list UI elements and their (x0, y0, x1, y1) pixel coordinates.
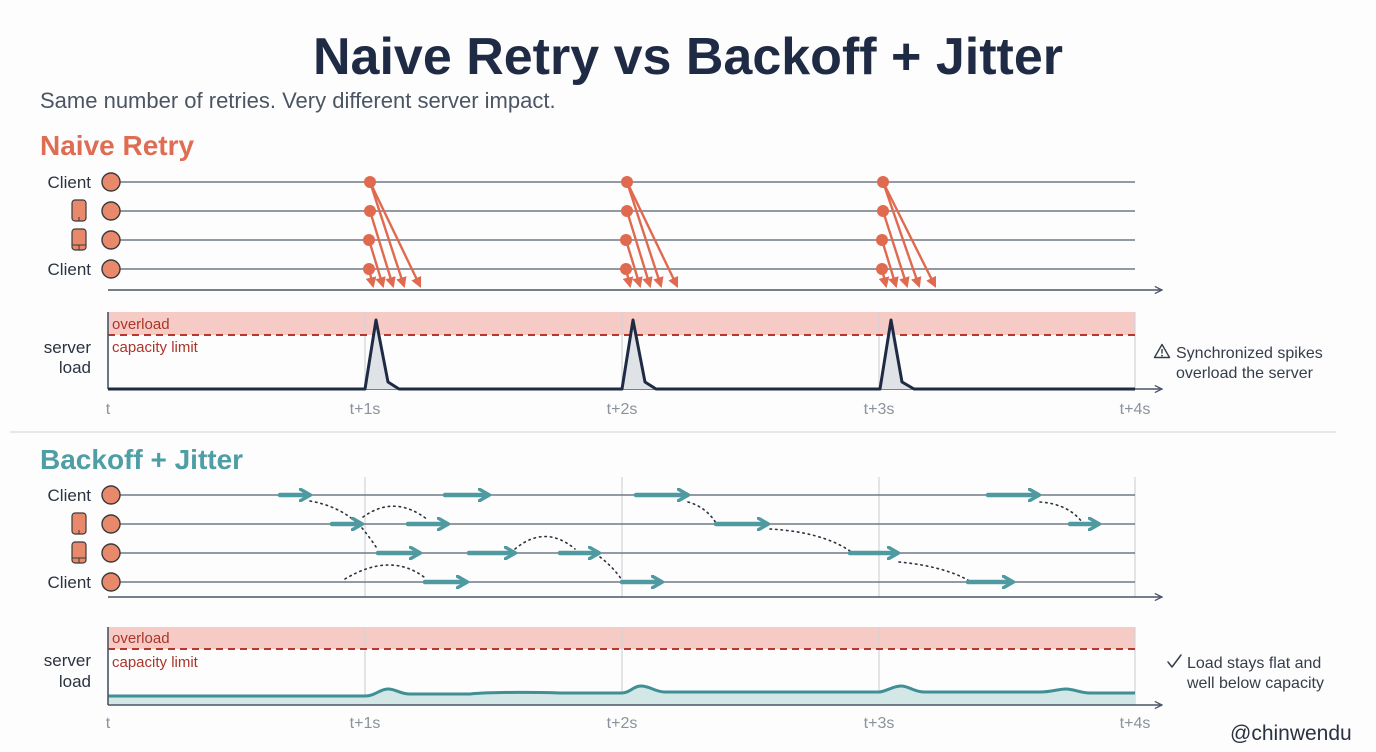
tablet-icon (71, 541, 87, 564)
client-node (101, 172, 121, 192)
client-node (101, 572, 121, 592)
retry-burst-t1 (363, 176, 422, 289)
y-axis-label: server (44, 651, 92, 670)
client-label: Client (48, 260, 92, 279)
client-node (101, 201, 121, 221)
phone-icon (71, 199, 87, 222)
client-label: Client (48, 486, 92, 505)
tick-label: t+4s (1120, 715, 1151, 732)
annotation-line: Load stays flat and (1187, 655, 1321, 672)
backoff-heading: Backoff + Jitter (40, 444, 243, 475)
tick-label: t (106, 715, 111, 732)
client-node (101, 514, 121, 534)
client-node (101, 230, 121, 250)
naive-annotation: Synchronized spikes overload the server (1153, 343, 1323, 382)
tick-label: t+3s (864, 715, 895, 732)
y-axis-label: load (59, 672, 91, 691)
load-spike-line (108, 318, 1135, 391)
tick-label: t+2s (607, 401, 638, 418)
page-subtitle: Same number of retries. Very different s… (40, 88, 556, 113)
tick-label: t+2s (607, 715, 638, 732)
author-credit: @chinwendu (1230, 722, 1352, 745)
capacity-limit-label: capacity limit (112, 339, 199, 356)
check-icon (1167, 654, 1182, 668)
tick-label: t (106, 401, 111, 418)
client-node (101, 543, 121, 563)
naive-server-load-chart: overload capacity limit server load t t+… (44, 312, 1162, 418)
annotation-line: Synchronized spikes (1176, 345, 1323, 362)
overload-label: overload (112, 630, 170, 647)
jitter-delay-paths (309, 500, 1083, 581)
backoff-server-load-chart: overload capacity limit server load t t+… (44, 627, 1162, 732)
y-axis-label: load (59, 358, 91, 377)
tablet-icon (71, 228, 87, 251)
overload-label: overload (112, 316, 170, 333)
tick-label: t+1s (350, 401, 381, 418)
tick-label: t+1s (350, 715, 381, 732)
naive-client-lanes: Client Client (48, 172, 1162, 290)
backoff-jitter-section: Backoff + Jitter Client Client (40, 444, 1324, 732)
phone-icon (71, 512, 87, 535)
load-flat-line (108, 684, 1135, 698)
annotation-line: overload the server (1176, 365, 1314, 382)
tick-label: t+3s (864, 401, 895, 418)
backoff-annotation: Load stays flat and well below capacity (1167, 654, 1324, 692)
naive-heading: Naive Retry (40, 130, 195, 161)
retry-burst-t3 (876, 176, 937, 289)
client-label: Client (48, 573, 92, 592)
retry-burst-t2 (620, 176, 679, 289)
client-node (101, 259, 121, 279)
y-axis-label: server (44, 338, 92, 357)
capacity-limit-label: capacity limit (112, 654, 199, 671)
annotation-line: well below capacity (1186, 675, 1324, 692)
naive-retry-section: Naive Retry Client Client (40, 130, 1323, 418)
client-label: Client (48, 173, 92, 192)
page-title: Naive Retry vs Backoff + Jitter (313, 28, 1063, 86)
tick-label: t+4s (1120, 401, 1151, 418)
client-node (101, 485, 121, 505)
warning-icon (1153, 343, 1171, 359)
jittered-retries (277, 495, 1098, 582)
